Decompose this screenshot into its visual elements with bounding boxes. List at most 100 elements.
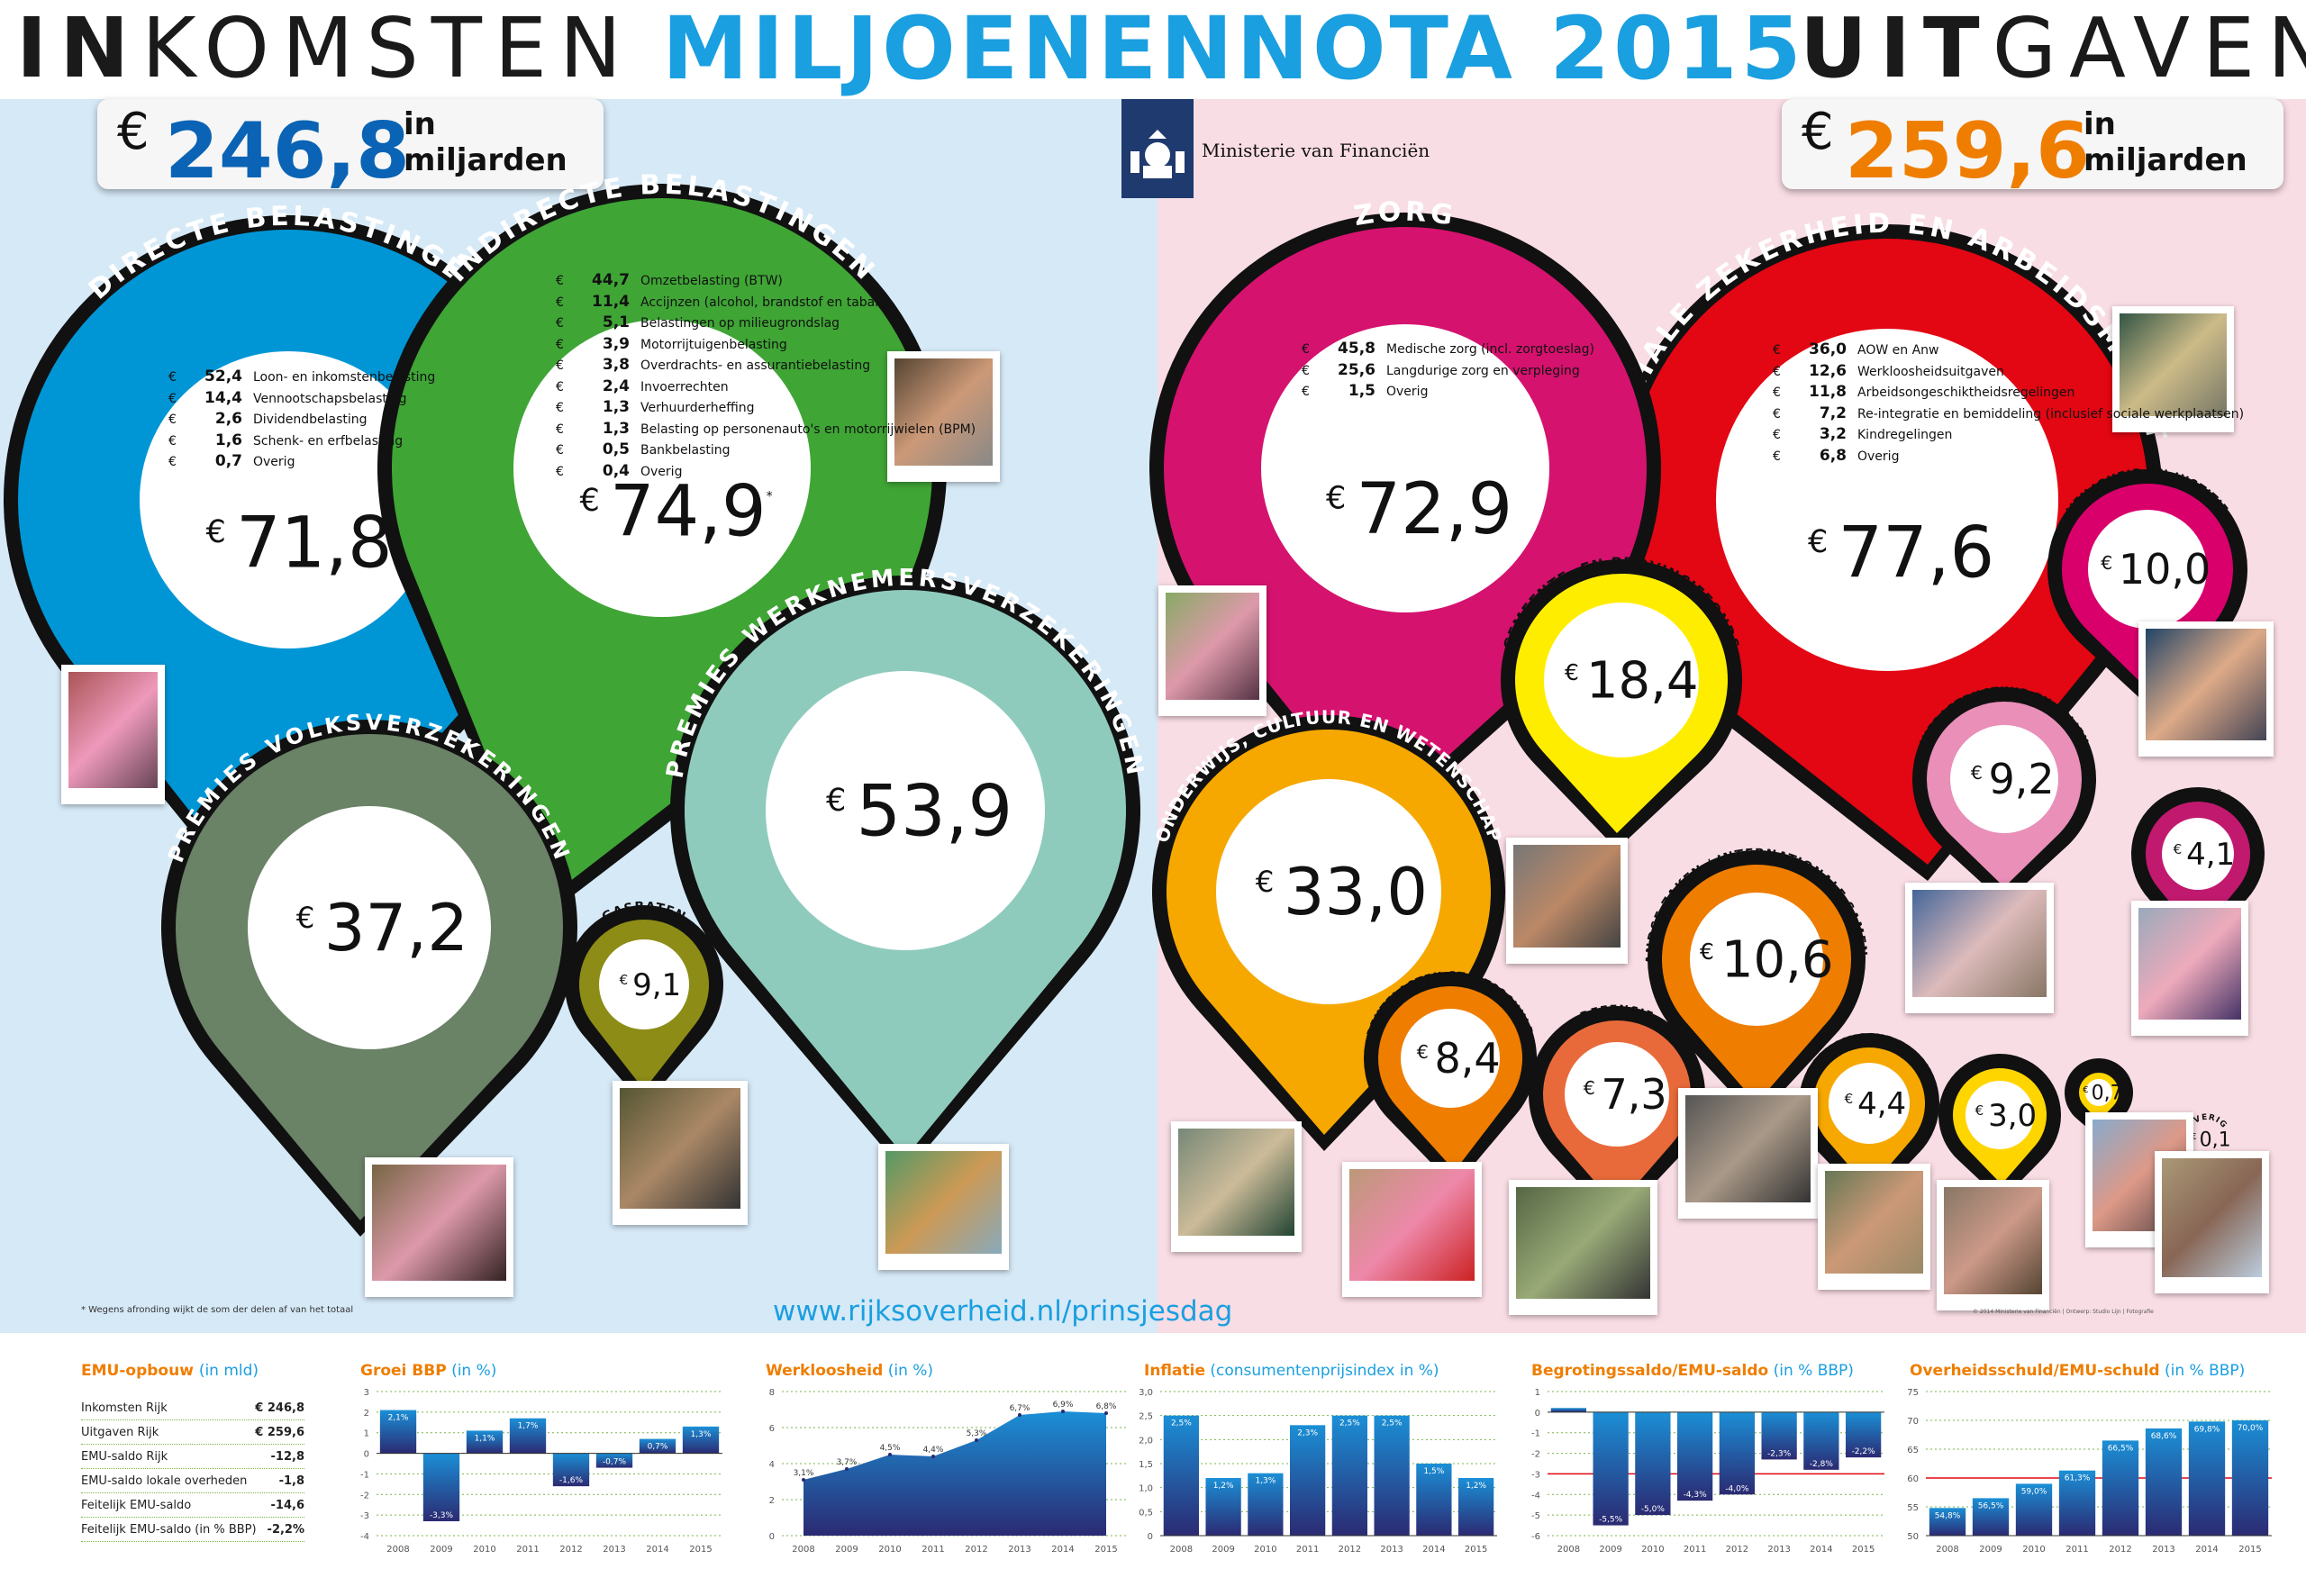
breakdown-label: Loon- en inkomstenbelasting [253,370,436,385]
expense-total-unit: in miljarden [2084,106,2247,178]
data-label: 4,4% [923,1446,944,1455]
photo [2131,901,2248,1036]
y-tick-label: 0 [769,1532,775,1542]
breakdown-value: 0,7 [214,452,242,470]
bar [1676,1411,1713,1501]
ministry-label: Ministerie van Financiën [1202,140,1430,161]
breakdown-label: Bankbelasting [640,443,731,458]
pin-center [2085,1079,2112,1106]
data-label: 2,5% [1382,1419,1403,1428]
breakdown-value: 5,1 [602,313,630,331]
data-label: 2,5% [1171,1419,1192,1428]
breakdown-row: €12,6 Werkloosheidsuitgaven [1773,361,2244,383]
x-tick-label: 2011 [921,1545,944,1555]
breakdown-label: Overig [640,464,683,479]
photo [613,1081,748,1225]
y-tick-label: 0 [1535,1409,1540,1419]
currency-symbol: € [1417,1041,1435,1063]
x-tick-label: 2012 [1339,1545,1361,1555]
title-main: MILJOENENNOTA 2015 [662,0,1805,99]
photo [1509,1180,1657,1315]
bar [1374,1415,1410,1536]
income-total-badge: € 246,8 in miljarden [97,99,604,196]
breakdown-row: €3,8 Overdrachts- en assurantiebelasting [556,355,976,376]
income-total-unit: in miljarden [404,106,567,178]
x-tick-label: 2009 [1599,1545,1621,1555]
photo [1818,1164,1930,1290]
x-tick-label: 2015 [1094,1545,1117,1555]
x-tick-label: 2009 [835,1545,858,1555]
y-tick-label: 0,5 [1139,1508,1153,1518]
pin-value: € 33,0 [1256,854,1428,929]
data-label: -2,2% [1852,1447,1876,1456]
x-tick-label: 2012 [965,1545,987,1555]
currency-symbol: € [556,401,564,415]
bar [595,1453,633,1468]
breakdown-label: Dividendbelasting [253,413,368,427]
currency-symbol: € [556,443,564,458]
data-label: 2,1% [388,1414,409,1423]
currency-symbol: € [1773,406,1781,422]
pin-wonen-en-rijksdienst: WONEN EN RIJKSDIENST€ 3,0 [1938,1054,2062,1201]
breakdown-label: Medische zorg (incl. zorgtoeslag) [1386,342,1594,357]
breakdown-value: 12,6 [1809,361,1847,380]
website-link[interactable]: www.rijksoverheid.nl/prinsjesdag [773,1295,1233,1328]
currency-symbol: € [556,464,564,479]
breakdown-row: €25,6 Langdurige zorg en verpleging [1302,360,1594,382]
currency-symbol: € [1302,385,1310,399]
breakdown-row: €3,2 Kindregelingen [1773,424,2244,446]
currency-symbol: € [1773,385,1781,400]
y-tick-label: 60 [1907,1474,1919,1484]
pin-center [140,351,437,648]
breakdown-row: €44,7 Omzetbelasting (BTW) [556,270,976,292]
breakdown-value: 2,4 [602,376,630,395]
currency-symbol: € [556,295,564,310]
y-tick-label: 0 [1148,1532,1153,1542]
bar [1929,1508,1966,1536]
breakdown-label: Accijnzen (alcohol, brandstof en tabak) [640,295,887,310]
photo [2138,621,2274,757]
y-tick-label: 75 [1907,1388,1919,1398]
currency-symbol: € [2101,552,2119,574]
data-point [1104,1411,1108,1415]
x-tick-label: 2014 [1051,1545,1074,1555]
x-tick-label: 2009 [430,1545,452,1555]
data-label: -3,3% [430,1511,454,1520]
breakdown-value: 36,0 [1809,340,1847,358]
breakdown-label: Kindregelingen [1857,428,1953,442]
currency-symbol: € [556,337,564,352]
credit-line: © 2014 Ministerie van Financiën | Ontwer… [1973,1309,2154,1315]
bar [422,1453,460,1521]
x-tick-label: 2008 [1936,1545,1958,1555]
pin-economische-zaken: ECONOMISCHE ZAKEN€ 4,4 [1799,1031,1939,1205]
data-label: 4,5% [880,1444,901,1453]
pin-value: € 8,4 [1417,1034,1501,1083]
x-tick-label: 2012 [2109,1545,2131,1555]
y-tick-label: 65 [1907,1446,1919,1455]
emu-row-value: -2,2% [267,1523,304,1537]
currency-symbol: € [1256,865,1284,899]
y-tick-label: 3,0 [1139,1388,1153,1398]
pin-defensie: DEFENSIE € 7,3 [1528,1003,1705,1223]
x-tick-label: 2014 [646,1545,668,1555]
pin-value: € 71,8* [206,503,399,584]
bar [1803,1411,1839,1470]
breakdown-value: 7,2 [1819,404,1847,422]
y-tick-label: 50 [1907,1532,1919,1542]
breakdown-value: 3,9 [602,334,630,353]
chart-title: Overheidsschuld/EMU-schuld (in % BBP) [1910,1362,2246,1380]
data-label: -2,8% [1810,1460,1834,1469]
emu-title: EMU-opbouw (in mld) [81,1362,259,1380]
breakdown-label: Omzetbelasting (BTW) [640,274,783,288]
x-tick-label: 2008 [792,1545,814,1555]
data-point [845,1467,849,1471]
pin-value: € 0,1 [2191,1129,2230,1152]
data-label: -4,3% [1684,1491,1708,1500]
bar [1205,1478,1241,1536]
currency-symbol: € [1584,1077,1602,1099]
currency-symbol: € [556,316,564,331]
data-point [1018,1413,1021,1417]
bar [682,1426,720,1454]
breakdown-row: €14,4 Vennootschapsbelasting [168,388,435,410]
currency-symbol: € [556,274,564,288]
